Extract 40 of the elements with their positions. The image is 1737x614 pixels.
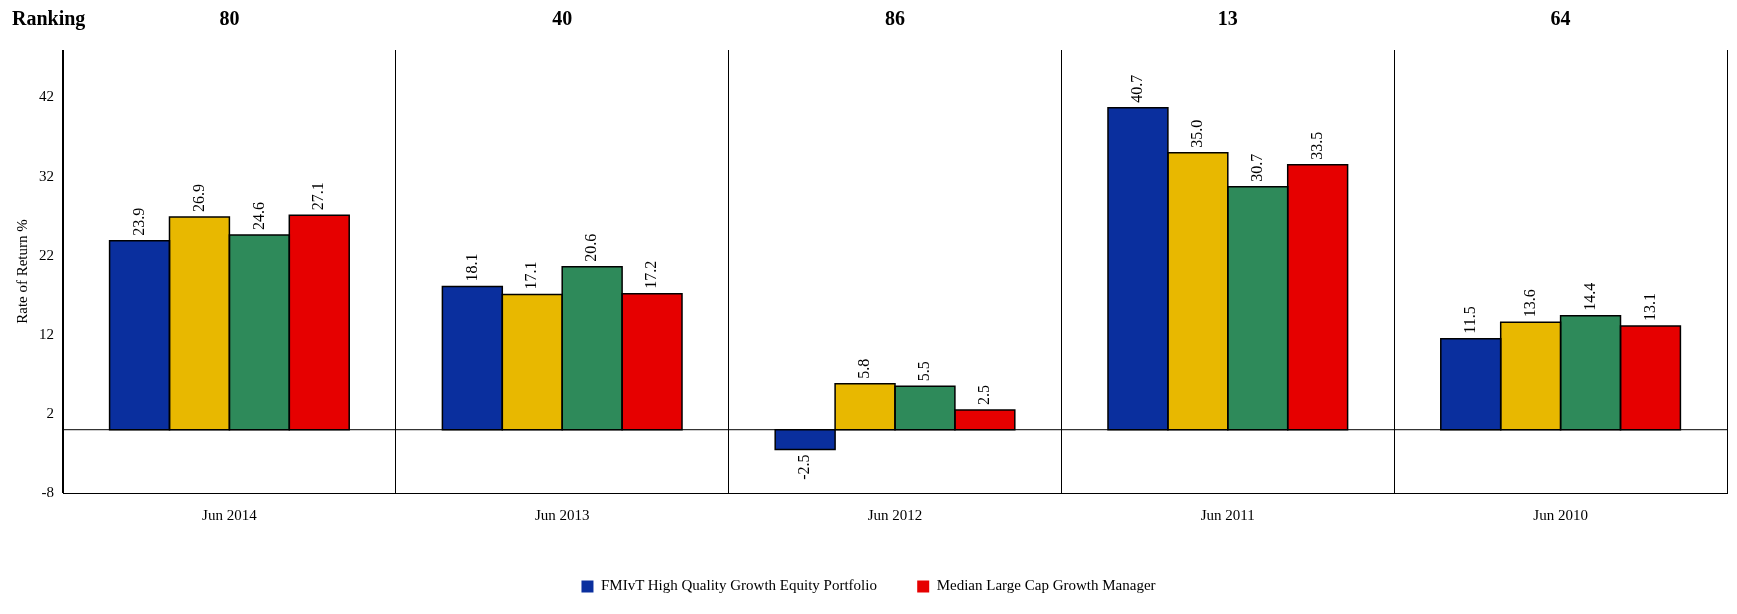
text: 64 — [1550, 7, 1571, 30]
data-label: 17.2 — [642, 260, 660, 289]
data-label: 5.5 — [915, 361, 933, 382]
text: 13 — [1217, 7, 1238, 30]
data-label: 30.7 — [1247, 153, 1265, 182]
data-label: 18.1 — [462, 253, 480, 282]
data-label: 17.1 — [522, 261, 540, 290]
x-tick-label: Jun 2011 — [1200, 506, 1255, 523]
legend-label: Median Large Cap Growth Manager — [936, 577, 1156, 594]
data-label: 33.5 — [1307, 131, 1325, 160]
data-label: 5.8 — [855, 358, 873, 379]
y-tick-label: 2 — [46, 404, 54, 421]
y-tick-label: 22 — [39, 246, 54, 263]
x-tick-label: Jun 2012 — [867, 506, 923, 523]
data-label: 35.0 — [1188, 119, 1206, 148]
data-label: 27.1 — [309, 182, 327, 211]
text: 80 — [219, 7, 240, 30]
y-tick-label: -8 — [41, 483, 54, 500]
y-tick-label: 32 — [39, 167, 54, 184]
data-label: 24.6 — [249, 202, 267, 231]
data-label: 40.7 — [1128, 74, 1146, 103]
x-tick-label: Jun 2010 — [1533, 506, 1588, 523]
text: 40 — [552, 7, 573, 30]
y-tick-label: 12 — [39, 325, 54, 342]
data-label: 11.5 — [1460, 306, 1478, 334]
data-label: 23.9 — [129, 207, 147, 236]
data-label: 2.5 — [975, 384, 993, 405]
legend-label: FMIvT High Quality Growth Equity Portfolio — [600, 577, 877, 594]
data-label: 13.1 — [1640, 293, 1658, 322]
x-tick-label: Jun 2013 — [534, 506, 590, 523]
data-label: 26.9 — [189, 183, 207, 212]
data-label: 20.6 — [582, 233, 600, 262]
x-tick-label: Jun 2014 — [202, 506, 258, 523]
text: 86 — [885, 7, 905, 30]
y-axis-title: Rate of Return % — [13, 219, 30, 324]
y-tick-label: 42 — [39, 88, 54, 105]
data-label: 13.6 — [1520, 289, 1538, 318]
text: Ranking — [12, 7, 86, 31]
data-label: 14.4 — [1580, 282, 1598, 311]
data-label: -2.5 — [795, 454, 813, 480]
